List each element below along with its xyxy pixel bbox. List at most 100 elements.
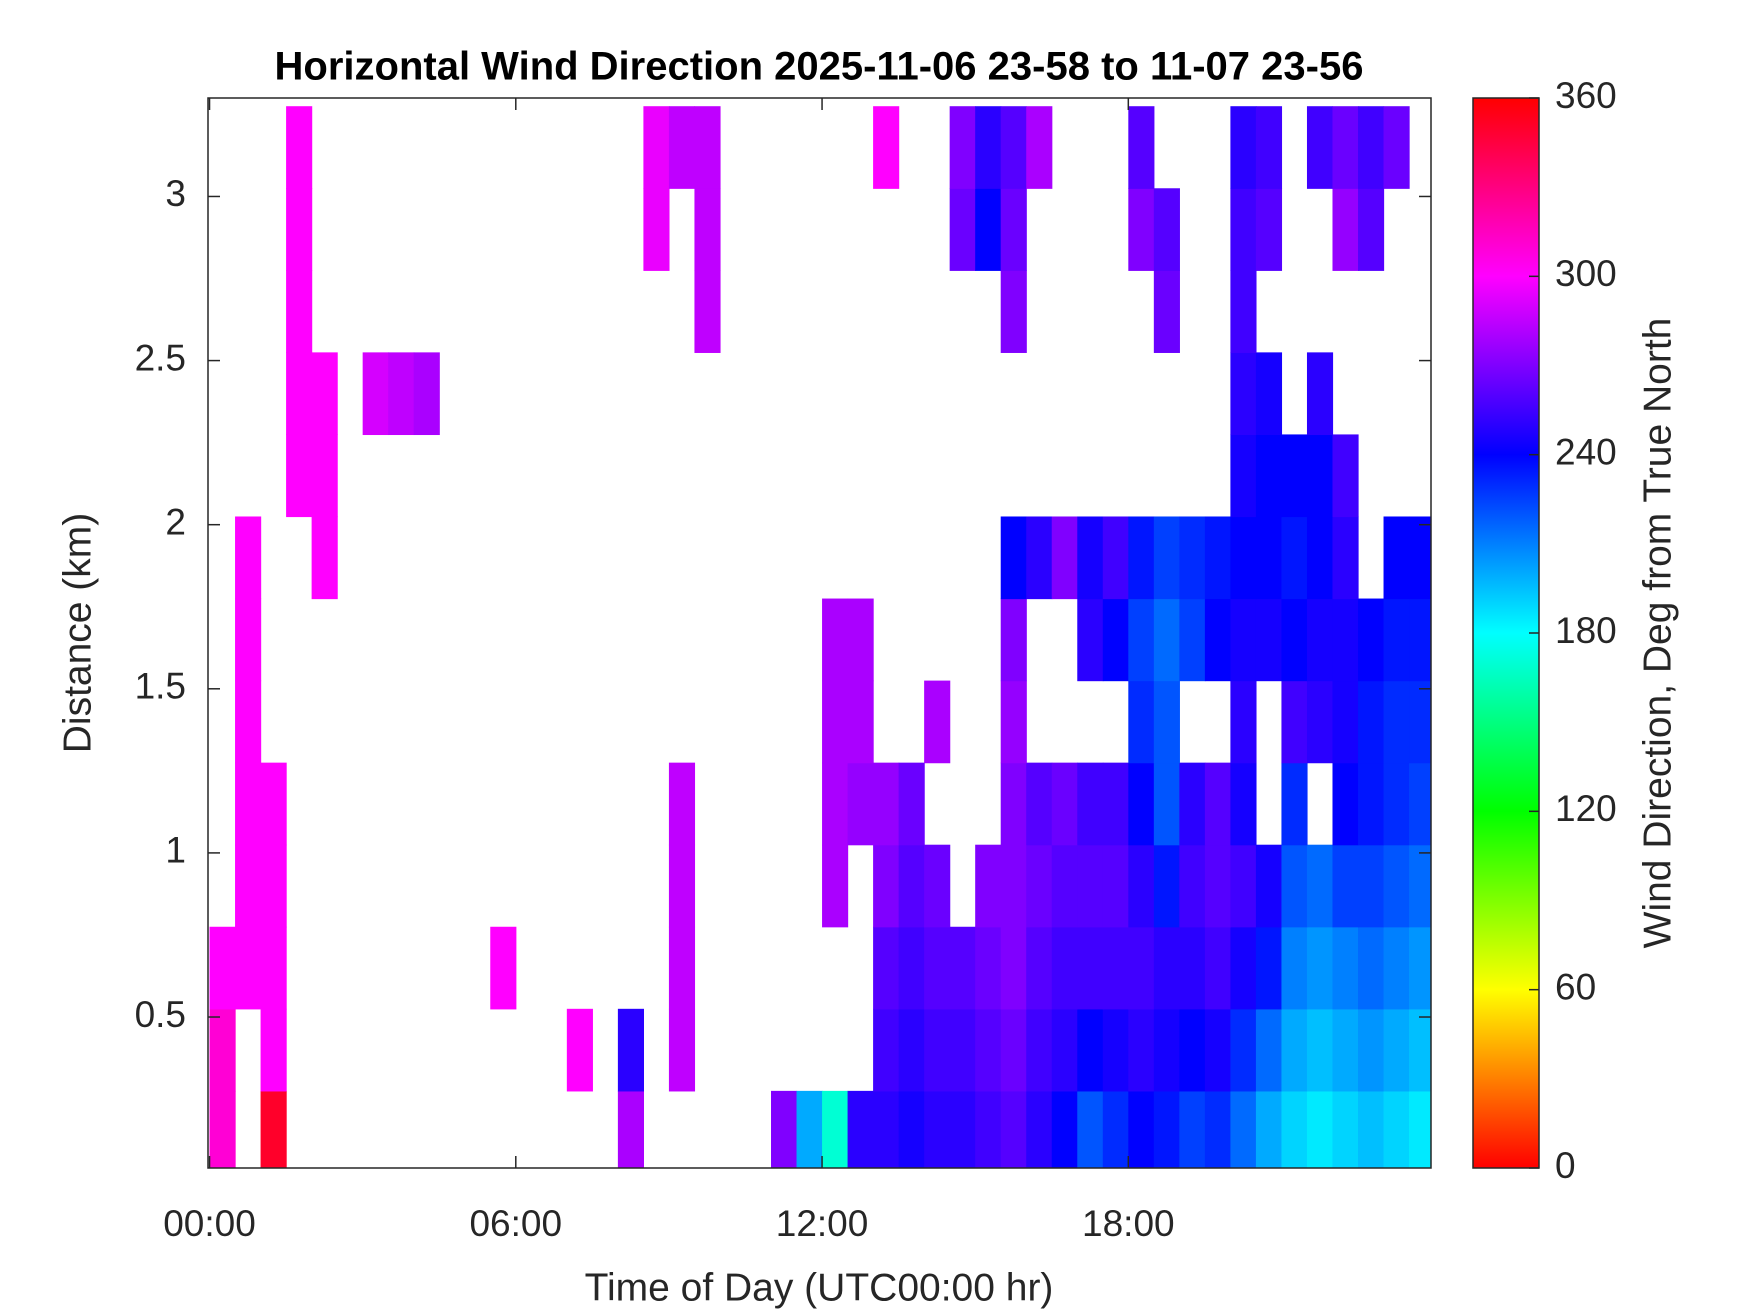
heatmap-cell: [1255, 1008, 1283, 1092]
x-tick-label: 06:00: [469, 1203, 562, 1244]
heatmap-cell: [1255, 516, 1283, 600]
heatmap-cell: [1332, 1008, 1359, 1092]
heatmap-cell: [1179, 516, 1206, 600]
heatmap-cell: [1026, 1008, 1053, 1092]
heatmap-cell: [898, 1090, 925, 1168]
heatmap-cell: [1332, 844, 1359, 928]
heatmap-cell: [1026, 1090, 1053, 1168]
heatmap-cell: [1000, 844, 1027, 928]
colorbar-tick-label: 240: [1555, 431, 1617, 472]
heatmap-cell: [235, 680, 262, 764]
heatmap-cell: [1409, 1090, 1431, 1168]
heatmap-cell: [413, 352, 440, 436]
heatmap-cell: [975, 926, 1002, 1010]
heatmap-cell: [1051, 926, 1078, 1010]
heatmap-cell: [1128, 106, 1155, 189]
heatmap-cell: [1230, 188, 1257, 271]
heatmap-cell: [1204, 762, 1231, 846]
heatmap-cell: [1332, 106, 1359, 189]
plot-frame: [207, 97, 1432, 1169]
heatmap-cell: [1128, 188, 1155, 271]
heatmap-cell: [822, 680, 849, 764]
heatmap-cell: [1358, 680, 1385, 764]
heatmap-cell: [286, 270, 313, 353]
heatmap-cell: [1230, 1090, 1257, 1168]
heatmap-cell: [1026, 762, 1053, 846]
heatmap-cell: [847, 1090, 874, 1168]
heatmap-cell: [1026, 516, 1053, 600]
heatmap-cell: [1230, 106, 1257, 189]
heatmap-cell: [260, 844, 287, 928]
heatmap-cell: [1255, 188, 1283, 271]
heatmap-cell: [1153, 844, 1180, 928]
heatmap-cell: [1383, 844, 1410, 928]
heatmap-cell: [975, 188, 1002, 271]
heatmap-cell: [1383, 762, 1410, 846]
y-tick-label: 2: [165, 501, 186, 542]
heatmap-cell: [1000, 1090, 1027, 1168]
heatmap-cell: [1383, 926, 1410, 1010]
heatmap-cell: [1077, 1090, 1104, 1168]
heatmap-cell: [924, 680, 951, 764]
heatmap-cell: [1000, 926, 1027, 1010]
heatmap-cell: [1332, 516, 1359, 600]
heatmap-cell: [873, 762, 900, 846]
heatmap-cell: [1179, 1090, 1206, 1168]
heatmap-cell: [1409, 680, 1431, 764]
heatmap-cell: [235, 598, 262, 682]
heatmap-cell: [1153, 188, 1180, 271]
y-axis-label: Distance (km): [56, 513, 99, 754]
heatmap-cell: [1281, 516, 1308, 600]
colorbar-tick-label: 0: [1555, 1145, 1576, 1186]
heatmap-cell: [1153, 926, 1180, 1010]
heatmap-cell: [209, 926, 236, 1010]
heatmap-cell: [1358, 926, 1385, 1010]
x-tick-label: 18:00: [1082, 1203, 1175, 1244]
heatmap-cell: [1102, 516, 1129, 600]
heatmap-cell: [388, 352, 415, 436]
heatmap-cell: [1077, 516, 1104, 600]
colorbar-label: Wind Direction, Deg from True North: [1636, 318, 1679, 949]
heatmap-cell: [1281, 598, 1308, 682]
y-tick-label: 3: [165, 173, 186, 214]
heatmap-cell: [1383, 598, 1410, 682]
heatmap-cell: [1281, 844, 1308, 928]
heatmap-cell: [1179, 762, 1206, 846]
heatmap-cell: [1409, 598, 1431, 682]
heatmap-cell: [1204, 1090, 1231, 1168]
heatmap-cell: [975, 106, 1002, 189]
heatmap-cell: [1153, 762, 1180, 846]
heatmap-cell: [1358, 106, 1385, 189]
heatmap-cell: [1383, 106, 1410, 189]
heatmap-cell: [1077, 598, 1104, 682]
heatmap-cell: [1128, 680, 1155, 764]
heatmap-cell: [1383, 1008, 1410, 1092]
heatmap-cell: [1128, 1008, 1155, 1092]
heatmap-cell: [668, 106, 696, 189]
heatmap-cells: [209, 106, 1431, 1168]
heatmap-cell: [1000, 680, 1027, 764]
heatmap-cell: [1332, 188, 1359, 271]
heatmap-cell: [1230, 434, 1257, 518]
heatmap-cell: [1255, 434, 1283, 518]
heatmap-cell: [1281, 434, 1308, 518]
heatmap-cell: [1102, 926, 1129, 1010]
heatmap-cell: [286, 188, 313, 271]
heatmap-cell: [1230, 844, 1257, 928]
heatmap-cell: [1255, 1090, 1283, 1168]
heatmap-cell: [209, 1090, 236, 1168]
y-tick-label: 1.5: [135, 666, 186, 707]
heatmap-cell: [1179, 926, 1206, 1010]
heatmap-cell: [822, 762, 849, 846]
heatmap-cell: [260, 1090, 287, 1168]
heatmap-cell: [235, 844, 262, 928]
heatmap-cell: [1230, 270, 1257, 353]
heatmap-cell: [235, 516, 262, 600]
heatmap-cell: [796, 1090, 823, 1168]
heatmap-cell: [286, 106, 313, 189]
heatmap-cell: [975, 1008, 1002, 1092]
heatmap-cell: [1026, 926, 1053, 1010]
heatmap-cell: [1306, 352, 1334, 436]
chart-title: Horizontal Wind Direction 2025-11-06 23-…: [275, 45, 1364, 89]
heatmap-cell: [1230, 598, 1257, 682]
